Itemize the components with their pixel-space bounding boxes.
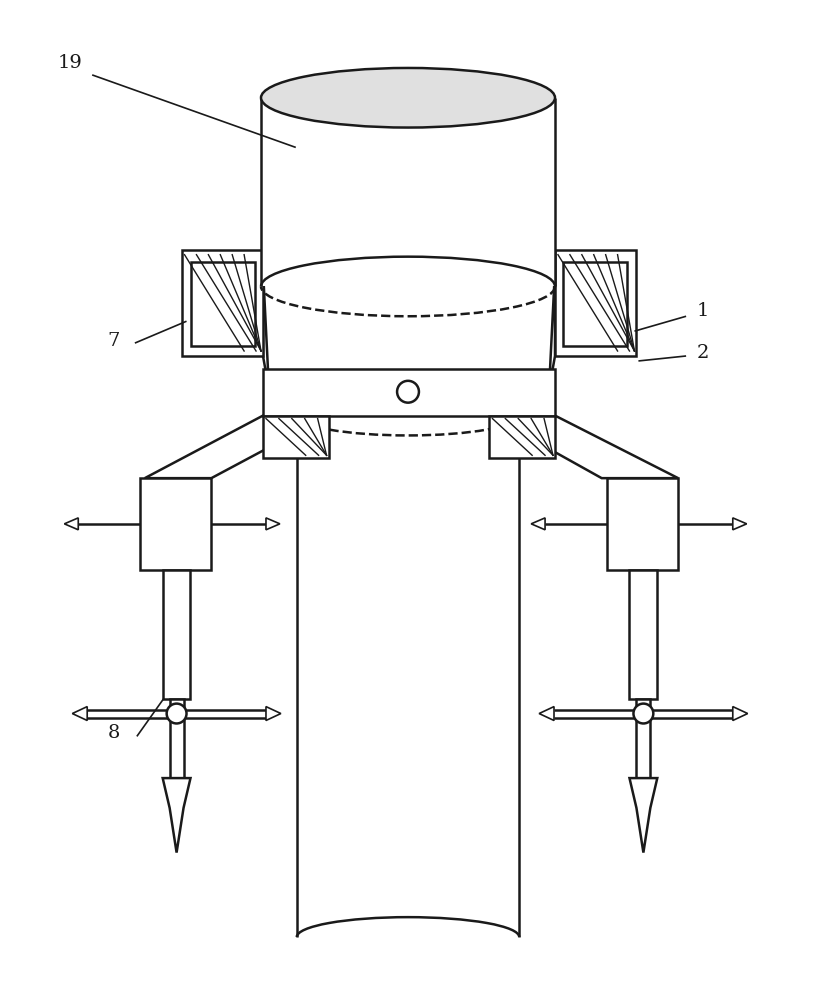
Polygon shape <box>266 707 281 720</box>
Text: 1: 1 <box>697 302 709 320</box>
Bar <box>263 416 328 458</box>
Bar <box>489 416 555 458</box>
Polygon shape <box>733 518 747 530</box>
Bar <box>636 699 650 778</box>
Bar <box>181 250 263 356</box>
Polygon shape <box>163 778 190 853</box>
Polygon shape <box>539 707 554 720</box>
Polygon shape <box>145 416 328 478</box>
Bar <box>607 478 678 570</box>
Bar <box>140 478 212 570</box>
Polygon shape <box>531 518 545 530</box>
Polygon shape <box>65 518 78 530</box>
Bar <box>191 262 255 346</box>
Polygon shape <box>72 707 87 720</box>
Bar <box>263 369 555 416</box>
Bar <box>163 570 190 699</box>
Bar <box>555 250 636 356</box>
Polygon shape <box>629 778 658 853</box>
Circle shape <box>167 704 186 723</box>
Polygon shape <box>266 518 280 530</box>
Text: 8: 8 <box>108 724 120 742</box>
Bar <box>629 570 658 699</box>
Bar <box>563 262 627 346</box>
Ellipse shape <box>261 68 555 128</box>
Polygon shape <box>263 270 268 384</box>
Bar <box>170 699 184 778</box>
Polygon shape <box>489 416 678 478</box>
Circle shape <box>633 704 654 723</box>
Polygon shape <box>550 270 555 384</box>
Text: 7: 7 <box>108 332 120 350</box>
Text: 2: 2 <box>697 344 709 362</box>
Bar <box>261 98 555 286</box>
Circle shape <box>397 381 419 403</box>
Text: 19: 19 <box>58 54 83 72</box>
Polygon shape <box>733 707 748 720</box>
